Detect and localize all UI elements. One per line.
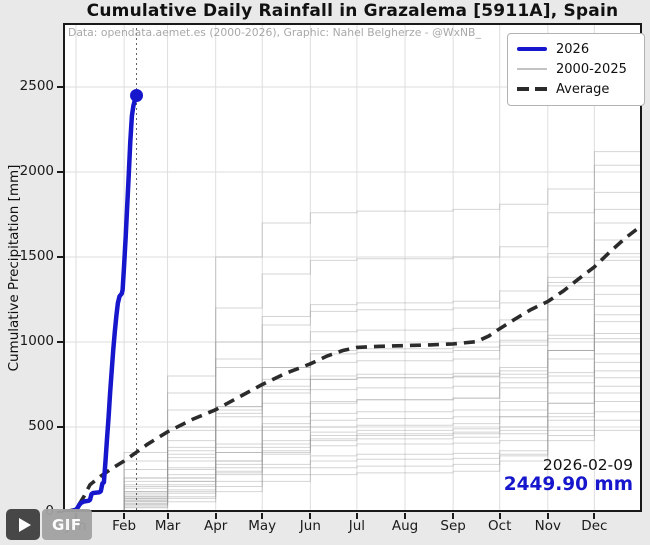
year-line-2002: [63, 318, 642, 512]
x-tick-mark: [261, 513, 264, 519]
year-line-2016: [63, 277, 642, 512]
year-line-2001: [63, 403, 642, 512]
year-line-2003: [63, 348, 642, 512]
year-line-2009: [63, 158, 642, 512]
annotation-date: 2026-02-09: [542, 456, 633, 474]
latest-value-marker: [130, 89, 144, 103]
x-tick-mark: [309, 513, 312, 519]
year-line-2018: [63, 206, 642, 512]
year-line-2025: [63, 265, 642, 512]
year-line-2012: [63, 413, 642, 512]
legend-item-history: 2000-2025: [517, 59, 635, 79]
year-line-2020: [63, 236, 642, 512]
x-tick-label-may: May: [248, 518, 277, 534]
gif-play-button[interactable]: GIF: [6, 509, 92, 540]
year-line-2013: [63, 251, 642, 512]
legend-item-average: Average: [517, 79, 635, 99]
plot-border: [63, 23, 642, 512]
year-line-2022: [63, 289, 642, 512]
x-tick-label-oct: Oct: [488, 518, 512, 534]
play-icon: [6, 509, 40, 540]
y-tick-label-1000: 1000: [19, 333, 54, 349]
x-tick-mark: [546, 513, 549, 519]
year-line-2015: [63, 382, 642, 512]
y-tick-mark: [57, 426, 63, 428]
play-triangle-icon: [18, 517, 31, 532]
y-tick-mark: [57, 171, 63, 173]
x-tick-mark: [452, 513, 455, 519]
year-line-2000: [63, 364, 642, 512]
year-line-2005: [63, 393, 642, 512]
x-tick-label-apr: Apr: [203, 518, 228, 534]
legend-swatch-2026-line: [517, 47, 547, 51]
x-tick-mark: [214, 513, 217, 519]
legend-label: 2000-2025: [556, 61, 627, 77]
year-line-2007: [63, 372, 642, 512]
x-tick-label-feb: Feb: [112, 518, 137, 534]
y-tick-label-2000: 2000: [19, 163, 54, 179]
year-line-2008: [63, 342, 642, 512]
x-tick-mark: [404, 513, 407, 519]
x-tick-mark: [123, 513, 126, 519]
year-line-2004: [63, 423, 642, 512]
y-tick-mark: [57, 256, 63, 258]
data-credit-text: Data: opendata.aemet.es (2000-2026), Gra…: [68, 26, 481, 39]
current-year-line: [63, 93, 139, 512]
year-line-2023: [63, 175, 642, 512]
legend-swatch-average-line: [517, 87, 547, 91]
y-tick-mark: [57, 86, 63, 88]
year-line-2021: [63, 190, 642, 512]
legend-label: Average: [556, 81, 610, 97]
chart-legend: 2026 2000-2025 Average: [507, 33, 645, 106]
x-tick-mark: [166, 513, 169, 519]
legend-item-2026: 2026: [517, 39, 635, 59]
year-line-2006: [63, 299, 642, 512]
year-line-2010: [63, 141, 642, 512]
x-tick-label-mar: Mar: [154, 518, 181, 534]
y-tick-label-2500: 2500: [19, 78, 54, 94]
x-tick-label-dec: Dec: [581, 518, 608, 534]
y-tick-mark: [57, 341, 63, 343]
year-line-2019: [63, 335, 642, 512]
x-tick-label-sep: Sep: [440, 518, 466, 534]
year-line-2011: [63, 326, 642, 512]
annotation-value: 2449.90 mm: [503, 474, 633, 495]
legend-label: 2026: [556, 41, 590, 57]
x-tick-label-jul: Jul: [348, 518, 366, 534]
year-line-2017: [63, 309, 642, 512]
gridlines: [63, 23, 642, 512]
year-line-2014: [63, 355, 642, 512]
x-tick-label-jun: Jun: [299, 518, 321, 534]
x-tick-mark: [355, 513, 358, 519]
x-tick-label-nov: Nov: [534, 518, 561, 534]
x-tick-mark: [498, 513, 501, 519]
average-line: [63, 224, 642, 512]
legend-swatch-history-line: [517, 68, 547, 70]
x-tick-label-aug: Aug: [391, 518, 419, 534]
x-tick-mark: [593, 513, 596, 519]
gif-badge-label: GIF: [42, 509, 92, 540]
y-tick-label-500: 500: [28, 418, 54, 434]
y-tick-label-1500: 1500: [19, 248, 54, 264]
chart-title: Cumulative Daily Rainfall in Grazalema […: [86, 1, 619, 21]
